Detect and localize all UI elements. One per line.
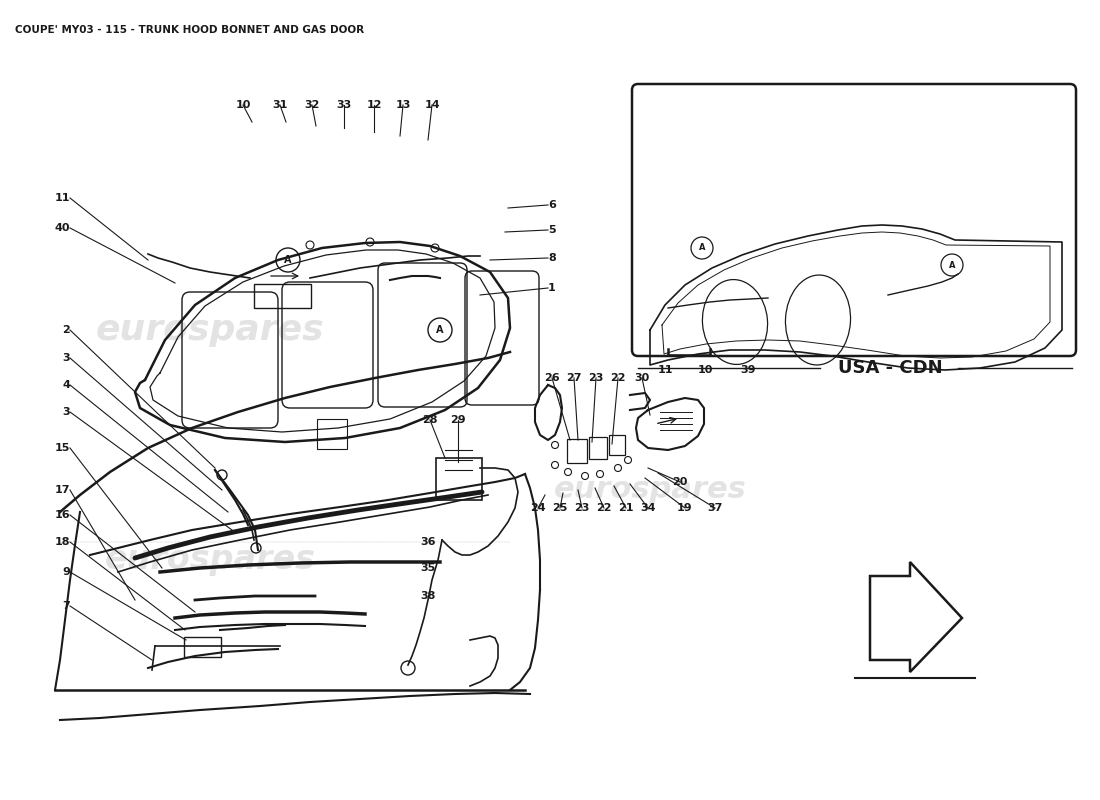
Text: 5: 5 [548, 225, 556, 235]
Text: 26: 26 [544, 373, 560, 383]
Text: 38: 38 [420, 591, 436, 601]
Text: 29: 29 [450, 415, 465, 425]
Text: 8: 8 [548, 253, 556, 263]
Text: 2: 2 [63, 325, 70, 335]
Text: 25: 25 [552, 503, 568, 513]
Text: 20: 20 [672, 477, 688, 487]
Text: 3: 3 [63, 353, 70, 363]
Text: USA - CDN: USA - CDN [838, 359, 943, 377]
Text: 21: 21 [618, 503, 634, 513]
Polygon shape [870, 562, 962, 672]
Text: 13: 13 [395, 100, 410, 110]
Text: 34: 34 [640, 503, 656, 513]
Text: 19: 19 [678, 503, 693, 513]
Text: 14: 14 [425, 100, 440, 110]
Text: eurospares: eurospares [553, 475, 747, 505]
Text: 16: 16 [54, 510, 70, 520]
Text: A: A [948, 261, 955, 270]
Text: 1: 1 [548, 283, 556, 293]
Text: 11: 11 [658, 365, 673, 375]
Text: 36: 36 [420, 537, 436, 547]
Text: 6: 6 [548, 200, 556, 210]
Text: 40: 40 [55, 223, 70, 233]
Text: eurospares: eurospares [96, 313, 324, 347]
Text: 17: 17 [55, 485, 70, 495]
Text: 10: 10 [697, 365, 713, 375]
Text: 23: 23 [588, 373, 604, 383]
Text: 10: 10 [235, 100, 251, 110]
Text: 23: 23 [574, 503, 590, 513]
Text: A: A [698, 243, 705, 253]
Text: 30: 30 [635, 373, 650, 383]
Text: 31: 31 [273, 100, 288, 110]
Text: 22: 22 [610, 373, 626, 383]
Text: 18: 18 [55, 537, 70, 547]
Text: 22: 22 [596, 503, 612, 513]
Text: 4: 4 [62, 380, 70, 390]
Text: 32: 32 [305, 100, 320, 110]
Text: 35: 35 [420, 563, 436, 573]
Text: 33: 33 [337, 100, 352, 110]
Text: 3: 3 [63, 407, 70, 417]
Text: 24: 24 [530, 503, 546, 513]
Text: 11: 11 [55, 193, 70, 203]
Text: 12: 12 [366, 100, 382, 110]
Text: A: A [437, 325, 443, 335]
Text: 37: 37 [707, 503, 723, 513]
Text: 28: 28 [422, 415, 438, 425]
Text: 7: 7 [63, 601, 70, 611]
Text: 39: 39 [740, 365, 756, 375]
Text: eurospares: eurospares [104, 543, 316, 577]
Text: 9: 9 [62, 567, 70, 577]
Text: COUPE' MY03 - 115 - TRUNK HOOD BONNET AND GAS DOOR: COUPE' MY03 - 115 - TRUNK HOOD BONNET AN… [15, 25, 364, 35]
Text: 15: 15 [55, 443, 70, 453]
Text: A: A [284, 255, 292, 265]
Text: 27: 27 [566, 373, 582, 383]
